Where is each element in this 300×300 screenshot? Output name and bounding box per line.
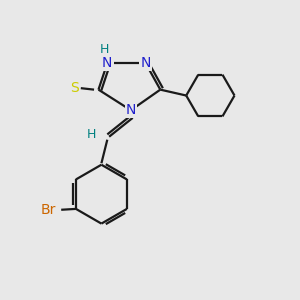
Text: N: N — [102, 56, 112, 70]
Text: N: N — [126, 103, 136, 117]
Text: H: H — [100, 44, 109, 56]
Text: Br: Br — [41, 203, 56, 218]
Text: N: N — [140, 56, 151, 70]
Text: H: H — [86, 128, 96, 141]
Text: S: S — [70, 81, 79, 95]
